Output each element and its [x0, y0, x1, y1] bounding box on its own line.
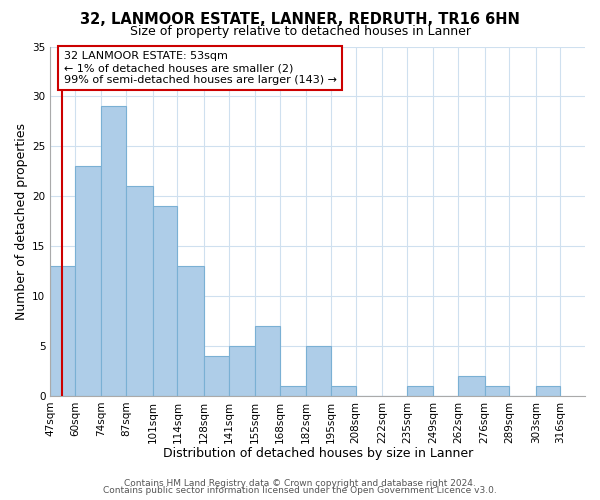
Y-axis label: Number of detached properties: Number of detached properties: [15, 122, 28, 320]
Bar: [407, 386, 433, 396]
Bar: [178, 266, 204, 396]
Text: Contains HM Land Registry data © Crown copyright and database right 2024.: Contains HM Land Registry data © Crown c…: [124, 478, 476, 488]
X-axis label: Distribution of detached houses by size in Lanner: Distribution of detached houses by size …: [163, 447, 473, 460]
Bar: [204, 356, 229, 396]
Bar: [536, 386, 560, 396]
Text: Contains public sector information licensed under the Open Government Licence v3: Contains public sector information licen…: [103, 486, 497, 495]
Bar: [331, 386, 356, 396]
Bar: [50, 266, 75, 396]
Bar: [255, 326, 280, 396]
Text: 32, LANMOOR ESTATE, LANNER, REDRUTH, TR16 6HN: 32, LANMOOR ESTATE, LANNER, REDRUTH, TR1…: [80, 12, 520, 28]
Bar: [458, 376, 485, 396]
Bar: [152, 206, 178, 396]
Bar: [229, 346, 255, 396]
Bar: [280, 386, 306, 396]
Bar: [485, 386, 509, 396]
Bar: [101, 106, 126, 396]
Bar: [306, 346, 331, 396]
Text: Size of property relative to detached houses in Lanner: Size of property relative to detached ho…: [130, 25, 470, 38]
Bar: [75, 166, 101, 396]
Text: 32 LANMOOR ESTATE: 53sqm
← 1% of detached houses are smaller (2)
99% of semi-det: 32 LANMOOR ESTATE: 53sqm ← 1% of detache…: [64, 52, 337, 84]
Bar: [126, 186, 152, 396]
